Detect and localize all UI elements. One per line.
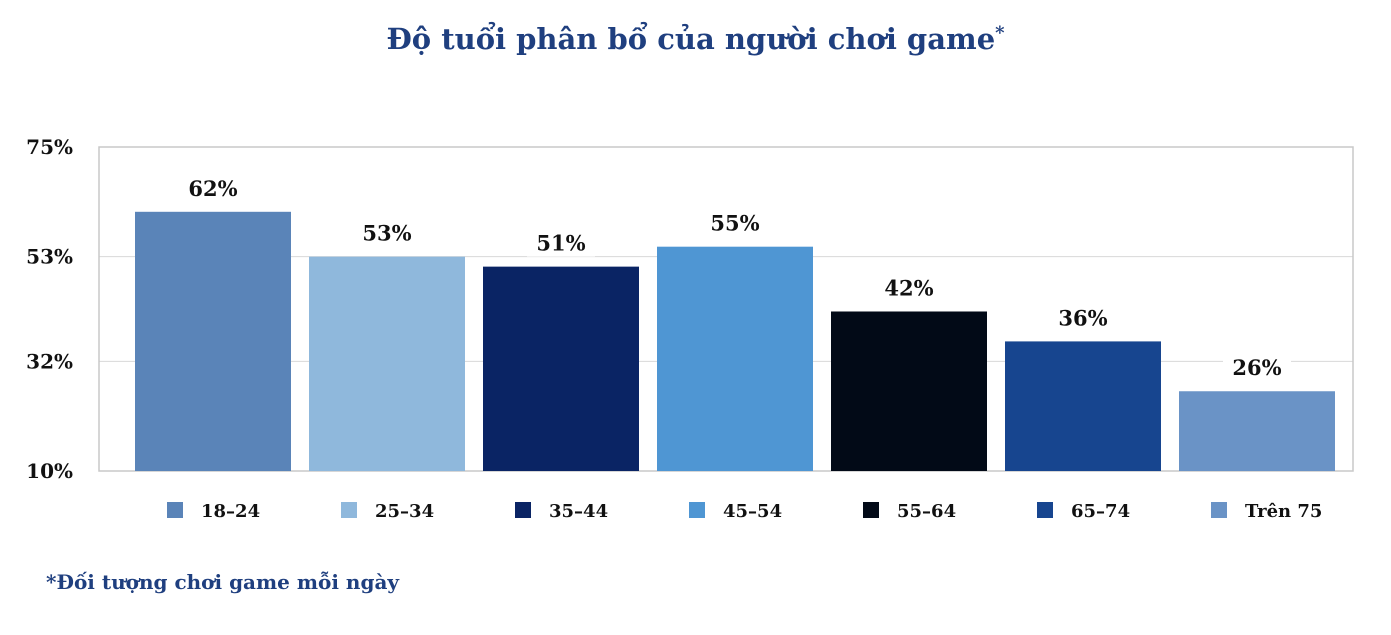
data-label-bg xyxy=(179,173,247,202)
legend-label: Trên 75 xyxy=(1245,501,1322,522)
legend-label: 55–64 xyxy=(897,501,956,522)
y-tick-label: 53% xyxy=(26,245,73,269)
y-tick-label: 75% xyxy=(26,135,73,159)
legend-label: 35–44 xyxy=(549,501,608,522)
bar-35–44 xyxy=(483,266,639,471)
data-label: 62% xyxy=(188,176,237,201)
bar-55–64 xyxy=(831,311,987,471)
data-label-bg xyxy=(875,273,943,302)
y-tick-label: 32% xyxy=(26,349,73,373)
data-label-bg xyxy=(353,218,421,247)
y-tick-label: 10% xyxy=(26,459,73,483)
title-footnote-marker: * xyxy=(995,22,1005,44)
bar-18–24 xyxy=(135,211,291,472)
data-label: 55% xyxy=(710,211,759,236)
data-label-bg xyxy=(1049,303,1117,332)
legend-label: 18–24 xyxy=(201,501,260,522)
chart-title: Độ tuổi phân bổ của người chơi game* xyxy=(386,22,1005,56)
legend-swatch xyxy=(1211,502,1227,518)
legend-swatch xyxy=(167,502,183,518)
legend-swatch xyxy=(1037,502,1053,518)
data-label: 51% xyxy=(536,231,585,256)
legend-label: 65–74 xyxy=(1071,501,1130,522)
legend-swatch xyxy=(689,502,705,518)
bar-Trên 75 xyxy=(1179,391,1335,471)
bar-65–74 xyxy=(1005,341,1161,471)
legend-label: 25–34 xyxy=(375,501,434,522)
data-label: 53% xyxy=(362,221,411,246)
legend-label: 45–54 xyxy=(723,501,782,522)
data-label: 42% xyxy=(884,275,933,300)
data-label-bg xyxy=(1223,353,1291,382)
legend-swatch xyxy=(863,502,879,518)
data-label-bg xyxy=(701,208,769,237)
data-label-bg xyxy=(527,228,595,257)
legend-swatch xyxy=(341,502,357,518)
legend-swatch xyxy=(515,502,531,518)
bar-45–54 xyxy=(657,246,813,471)
bar-25–34 xyxy=(309,256,465,471)
footnote: *Đối tượng chơi game mỗi ngày xyxy=(46,570,400,594)
data-label: 26% xyxy=(1232,355,1281,380)
bar-chart: 10% 32% 53% 75% 62% 18–24 53% 25–34 51% 35–44 55% 4… xyxy=(26,135,1354,522)
data-label: 36% xyxy=(1058,305,1107,330)
